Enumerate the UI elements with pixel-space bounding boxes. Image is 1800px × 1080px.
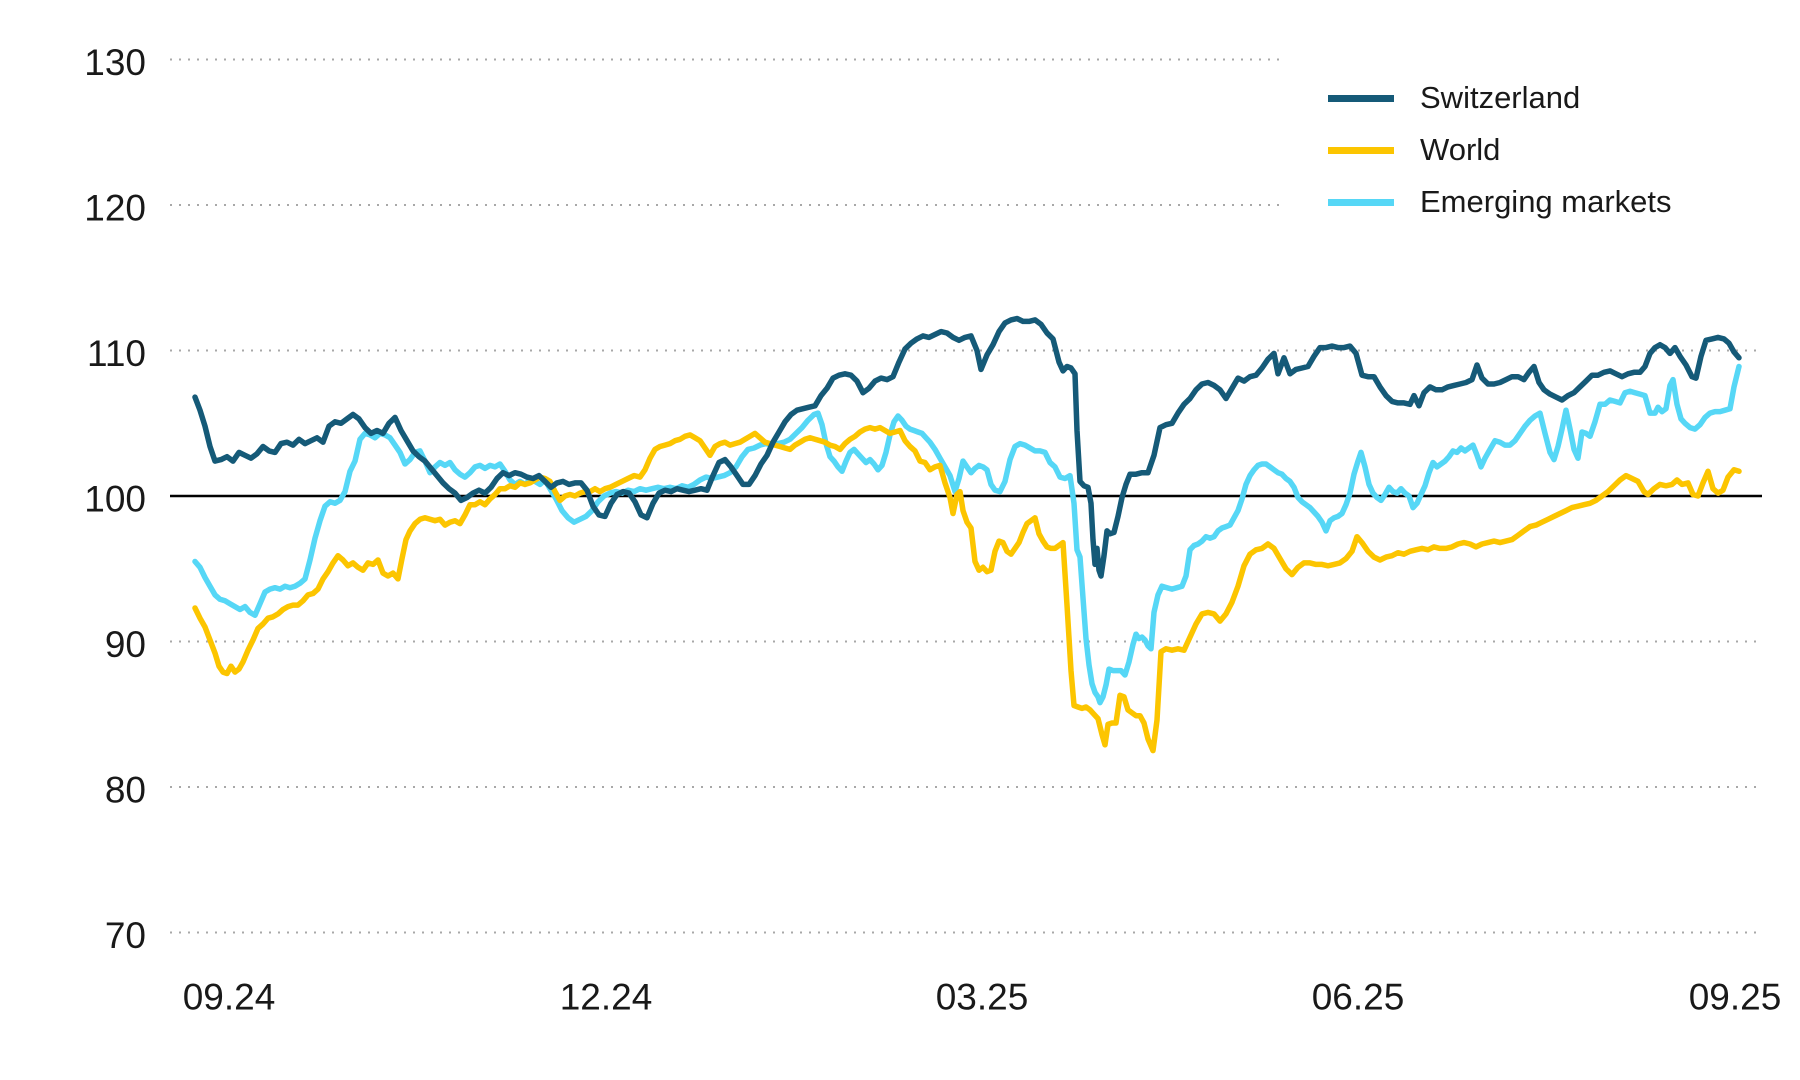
y-tick-label-130: 130 [84,42,146,83]
y-tick-label-70: 70 [105,915,146,956]
y-tick-label-90: 90 [105,624,146,665]
series-line-switzerland [192,315,1742,579]
y-tick-label-100: 100 [84,479,146,520]
y-tick-label-120: 120 [84,188,146,229]
x-tick-label-09.25: 09.25 [1689,977,1782,1018]
x-tick-label-06.25: 06.25 [1312,977,1405,1018]
legend-item-world: World [1328,124,1672,176]
x-tick-label-09.24: 09.24 [183,977,276,1018]
legend-label-switzerland: Switzerland [1420,80,1581,115]
legend-item-switzerland: Switzerland [1328,72,1672,124]
legend-swatch-switzerland-icon [1328,94,1394,102]
x-tick-label-03.25: 03.25 [936,977,1029,1018]
legend-label-world: World [1420,132,1501,167]
chart-legend: Switzerland World Emerging markets [1328,72,1672,228]
legend-item-emerging-markets: Emerging markets [1328,176,1672,228]
x-tick-label-12.24: 12.24 [560,977,653,1018]
legend-label-emerging-markets: Emerging markets [1420,184,1672,219]
series-line-emerging-markets [192,363,1742,706]
series-line-world [192,424,1742,754]
y-tick-label-110: 110 [87,333,146,374]
legend-swatch-world-icon [1328,146,1394,154]
legend-swatch-emerging-markets-icon [1328,198,1394,206]
y-tick-label-80: 80 [105,770,146,811]
